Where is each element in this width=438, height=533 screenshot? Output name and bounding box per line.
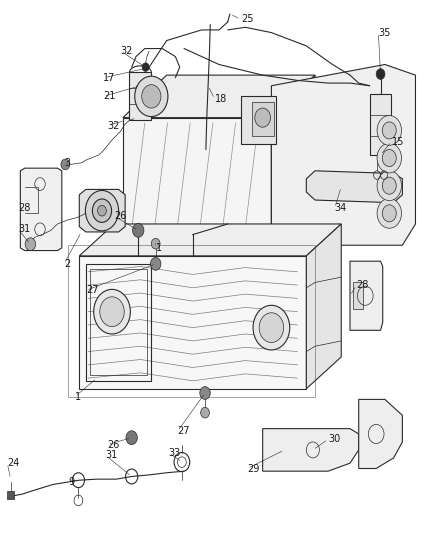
Text: 3: 3 [64,158,70,168]
Circle shape [255,108,271,127]
Text: 27: 27 [86,286,99,295]
Text: 1: 1 [155,243,162,253]
Text: 34: 34 [335,203,347,213]
Text: 35: 35 [378,28,391,38]
Polygon shape [20,168,62,251]
Circle shape [151,238,160,249]
Text: 1: 1 [75,392,81,402]
Circle shape [382,122,396,139]
Text: 25: 25 [241,14,253,25]
Polygon shape [123,118,272,235]
Circle shape [377,171,402,200]
Circle shape [382,150,396,166]
Polygon shape [350,261,383,330]
Text: 31: 31 [106,450,118,460]
Circle shape [376,69,385,79]
Bar [7,491,14,499]
Bar [241,96,276,144]
Circle shape [92,199,112,222]
Circle shape [135,76,168,117]
Text: 33: 33 [169,448,181,457]
Bar [252,102,274,136]
Text: 17: 17 [103,73,116,83]
Circle shape [61,159,70,169]
Text: 18: 18 [215,94,227,104]
Polygon shape [359,399,403,469]
Circle shape [382,205,396,222]
Text: 2: 2 [64,259,70,269]
Circle shape [200,386,210,399]
Circle shape [98,205,106,216]
Bar [353,282,363,309]
Text: 32: 32 [108,120,120,131]
Circle shape [85,190,119,231]
Circle shape [142,63,149,71]
Circle shape [253,305,290,350]
Circle shape [94,289,131,334]
Text: 9: 9 [68,477,74,487]
Text: 32: 32 [121,46,133,56]
Circle shape [133,223,144,237]
Polygon shape [79,256,306,389]
Text: 31: 31 [18,224,30,235]
Circle shape [377,198,402,228]
Circle shape [201,407,209,418]
Circle shape [142,85,161,108]
Bar [90,269,147,375]
Text: 21: 21 [103,91,116,101]
Text: 29: 29 [247,464,260,473]
Circle shape [25,238,35,251]
Circle shape [377,143,402,173]
Circle shape [382,177,396,194]
Circle shape [150,257,161,270]
Circle shape [259,313,284,343]
Polygon shape [123,75,315,118]
Polygon shape [79,189,125,232]
Polygon shape [370,94,392,155]
Polygon shape [272,75,315,235]
Text: 27: 27 [177,426,190,437]
Circle shape [100,297,124,327]
Text: 30: 30 [328,434,340,445]
Polygon shape [306,171,403,203]
Polygon shape [79,224,341,256]
Text: 24: 24 [7,458,20,468]
Text: 26: 26 [114,211,127,221]
Circle shape [126,431,138,445]
Text: 26: 26 [108,440,120,450]
Polygon shape [306,224,341,389]
Circle shape [377,116,402,146]
Polygon shape [130,72,151,120]
Text: 28: 28 [357,280,369,290]
Polygon shape [263,429,359,471]
Text: 15: 15 [392,136,404,147]
Polygon shape [272,64,416,245]
Text: 28: 28 [18,203,31,213]
